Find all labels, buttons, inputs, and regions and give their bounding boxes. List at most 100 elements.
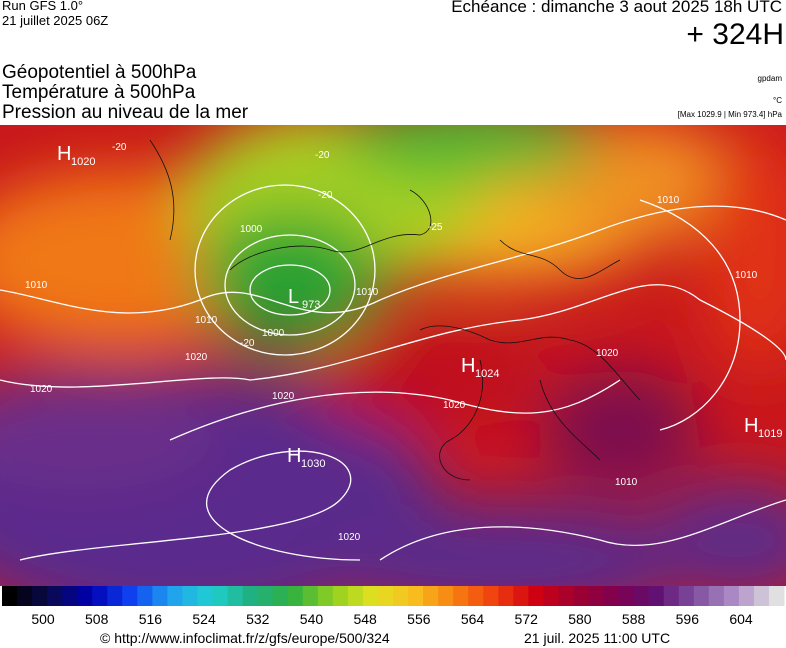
colorbar-label: 516 — [139, 611, 163, 627]
field — [0, 125, 786, 586]
isobar-label: -20 — [112, 142, 127, 153]
isobar-label: 1010 — [657, 195, 680, 206]
colorbar-swatch — [633, 586, 650, 606]
footer-timestamp: 21 juil. 2025 11:00 UTC — [524, 630, 670, 646]
isobar-label: -20 — [318, 190, 333, 201]
colorbar-swatch — [603, 586, 620, 606]
colorbar-swatch — [257, 586, 274, 606]
colorbar-swatch — [332, 586, 349, 606]
colorbar-swatch — [423, 586, 439, 606]
colorbar-label: 580 — [568, 611, 592, 627]
title: Géopotentiel à 500hPa — [2, 62, 197, 83]
colorbar-swatch — [678, 586, 695, 606]
center-value: 1030 — [301, 458, 325, 470]
colorbar-label: 596 — [676, 611, 700, 627]
center-value: 973 — [302, 299, 320, 311]
colorbar-swatch — [498, 586, 514, 606]
colorbar-label: 556 — [407, 611, 431, 627]
colorbar-swatch — [483, 586, 499, 606]
forecast-time: Echéance : dimanche 3 aout 2025 18h UTC — [451, 0, 782, 16]
run-date: 21 juillet 2025 06Z — [2, 13, 109, 28]
colorbar-swatch — [2, 586, 18, 606]
colorbar-swatch — [362, 586, 379, 606]
colorbar-swatch — [107, 586, 123, 606]
isobar-label: -25 — [428, 222, 443, 233]
title: Pression au niveau de la mer — [2, 102, 249, 123]
colorbar-swatch — [32, 586, 48, 606]
colorbar-label: 524 — [192, 611, 216, 627]
colorbar-swatch — [287, 586, 304, 606]
colorbar-swatch — [17, 586, 33, 606]
isobar-label: 1020 — [338, 532, 361, 543]
isobar-label: 1020 — [30, 384, 53, 395]
colorbar-swatch — [122, 586, 138, 606]
colorbar-swatch — [468, 586, 484, 606]
colorbar-swatch — [543, 586, 559, 606]
isobar-label: 1000 — [240, 224, 263, 235]
colorbar-swatch — [377, 586, 394, 606]
title: Température à 500hPa — [2, 82, 196, 103]
colorbar-swatch — [167, 586, 183, 606]
isobar-label: 1020 — [596, 348, 619, 359]
colorbar-swatch — [723, 586, 740, 606]
unit: gpdam — [757, 74, 782, 83]
colorbar-swatch — [347, 586, 364, 606]
colorbar-swatch — [227, 586, 244, 606]
colorbar-swatch — [648, 586, 665, 606]
isobar-label: -20 — [315, 150, 330, 161]
colorbar-swatch — [302, 586, 319, 606]
colorbar-swatch — [393, 586, 409, 606]
colorbar-swatch — [558, 586, 574, 606]
isobar-label: 1010 — [25, 280, 48, 291]
colorbar-swatch — [152, 586, 168, 606]
colorbar-swatch — [618, 586, 635, 606]
colorbar-label: 572 — [515, 611, 539, 627]
isobar-label: 1010 — [615, 477, 638, 488]
colorbar-swatch — [768, 586, 785, 606]
center-value: 1024 — [475, 368, 499, 380]
colorbar-label: 548 — [353, 611, 377, 627]
colorbar-swatch — [92, 586, 108, 606]
isobar-label: 1000 — [262, 328, 285, 339]
colorbar-swatch — [513, 586, 529, 606]
coastlines — [149, 139, 641, 481]
colorbar-label: 500 — [31, 611, 55, 627]
colorbar-label: 604 — [729, 611, 753, 627]
colorbar-label: 508 — [85, 611, 109, 627]
colorbar-swatch — [272, 586, 289, 606]
colorbar-swatch — [197, 586, 214, 606]
center-type: L — [288, 286, 299, 308]
colorbar-swatch — [528, 586, 544, 606]
isobar-label: 1020 — [185, 352, 208, 363]
isobar-label: 1010 — [195, 315, 218, 326]
colorbar-swatch — [77, 586, 93, 606]
colorbar-swatch — [663, 586, 680, 606]
isobars — [0, 184, 786, 561]
colorbar-swatch — [708, 586, 725, 606]
isobar-label: 1020 — [443, 400, 466, 411]
colorbar-swatch — [573, 586, 589, 606]
center-value: 1019 — [758, 428, 782, 440]
colorbar-swatch — [438, 586, 454, 606]
center-type: H — [287, 445, 301, 467]
colorbar-swatch — [317, 586, 334, 606]
colorbar-label: 540 — [300, 611, 324, 627]
forecast-horizon: + 324H — [686, 18, 784, 51]
colorbar-swatch — [212, 586, 229, 606]
center-type: H — [744, 415, 758, 437]
colorbar-label: 588 — [622, 611, 646, 627]
colorbar-label: 564 — [461, 611, 485, 627]
center-value: 1020 — [71, 156, 95, 168]
colorbar-swatch — [693, 586, 710, 606]
colorbar-swatch — [753, 586, 770, 606]
colorbar-swatch — [182, 586, 198, 606]
isobar-label: 1020 — [272, 391, 295, 402]
colorbar-swatch — [588, 586, 605, 606]
footer-url: © http://www.infoclimat.fr/z/gfs/europe/… — [100, 630, 390, 646]
colorbar-swatch — [408, 586, 424, 606]
isobar-label: -20 — [240, 338, 255, 349]
colorbar-swatch — [137, 586, 153, 606]
colorbar-label: 532 — [246, 611, 270, 627]
